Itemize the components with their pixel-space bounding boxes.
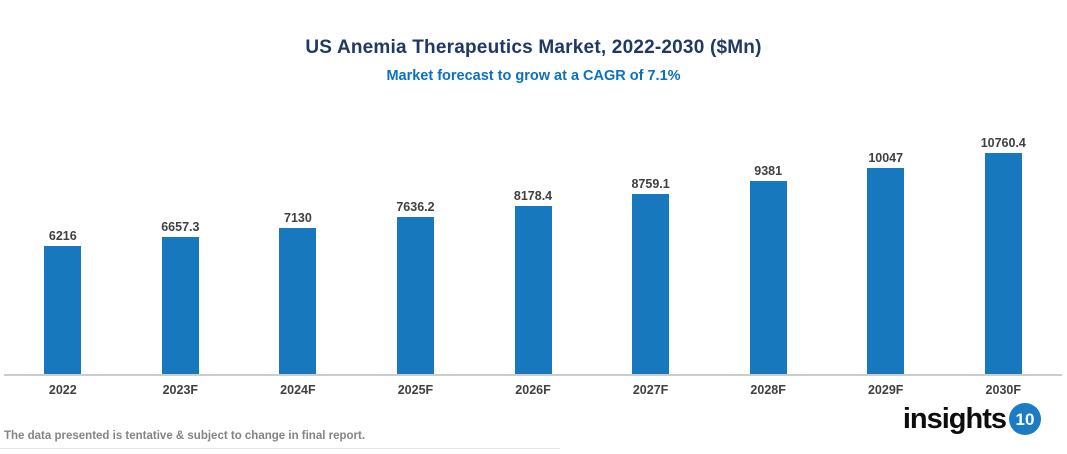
- plot-area: 6216 6657.3 7130 7636.2 8178.4 8759.1 9381 1004…: [4, 113, 1062, 374]
- bar-value-label: 10047: [868, 150, 904, 165]
- x-axis-label-2024F: 2024F: [280, 383, 316, 397]
- bar-column-2022: 6216: [4, 113, 122, 374]
- bar-2028F: [749, 181, 787, 374]
- bar-value-label: 7636.2: [396, 200, 435, 215]
- bar-column-2029F: 10047: [827, 113, 945, 374]
- x-axis-line: [4, 374, 1062, 376]
- bar-value-label: 7130: [284, 210, 312, 225]
- bar-column-2028F: 9381: [709, 113, 827, 374]
- disclaimer-text: The data presented is tentative & subjec…: [4, 430, 366, 442]
- bar-2025F: [396, 217, 434, 374]
- bar-column-2025F: 7636.2: [357, 113, 475, 374]
- bar-2023F: [161, 237, 199, 374]
- bar-column-2030F: 10760.4: [945, 113, 1063, 374]
- logo-text: insights: [902, 402, 1007, 435]
- footer-divider: [0, 448, 560, 449]
- bar-2029F: [867, 167, 905, 374]
- bar-2026F: [514, 206, 552, 374]
- bar-value-label: 9381: [754, 164, 783, 179]
- bar-2024F: [279, 227, 317, 374]
- bar-value-label: 8759.1: [631, 177, 670, 192]
- x-axis-label-2030F: 2030F: [985, 383, 1021, 397]
- x-axis-labels: 2022 2023F 2024F 2025F 2026F 2027F 2028F 2029F 2…: [4, 376, 1062, 397]
- logo-badge-icon: 10: [1009, 403, 1041, 435]
- bar-column-2026F: 8178.4: [474, 113, 592, 374]
- bar-column-2024F: 7130: [239, 113, 357, 374]
- x-axis-label-2023F: 2023F: [162, 383, 199, 397]
- x-axis-label-2026F: 2026F: [515, 383, 551, 397]
- x-axis-label-2025F: 2025F: [397, 383, 434, 397]
- x-axis-label-2027F: 2027F: [632, 383, 669, 397]
- bar-value-label: 8178.4: [513, 189, 553, 203]
- x-axis-label-2028F: 2028F: [750, 383, 786, 397]
- x-axis-label-2029F: 2029F: [867, 383, 904, 397]
- bar-value-label: 6657.3: [161, 220, 200, 235]
- bar-column-2027F: 8759.1: [592, 113, 710, 374]
- insights10-logo: insights 10: [903, 403, 1041, 435]
- bar-chart: 6216 6657.3 7130 7636.2 8178.4 8759.1 9381 1004…: [4, 113, 1062, 397]
- x-axis-label-2022: 2022: [48, 383, 77, 397]
- bar-value-label: 6216: [48, 229, 77, 244]
- bar-2027F: [632, 194, 670, 374]
- chart-title: US Anemia Therapeutics Market, 2022-2030…: [305, 37, 762, 58]
- bar-column-2023F: 6657.3: [122, 113, 240, 374]
- bar-2022: [44, 246, 82, 374]
- chart-subtitle: Market forecast to grow at a CAGR of 7.1…: [386, 68, 681, 84]
- bar-2030F: [984, 153, 1022, 374]
- bar-value-label: 10760.4: [980, 136, 1026, 150]
